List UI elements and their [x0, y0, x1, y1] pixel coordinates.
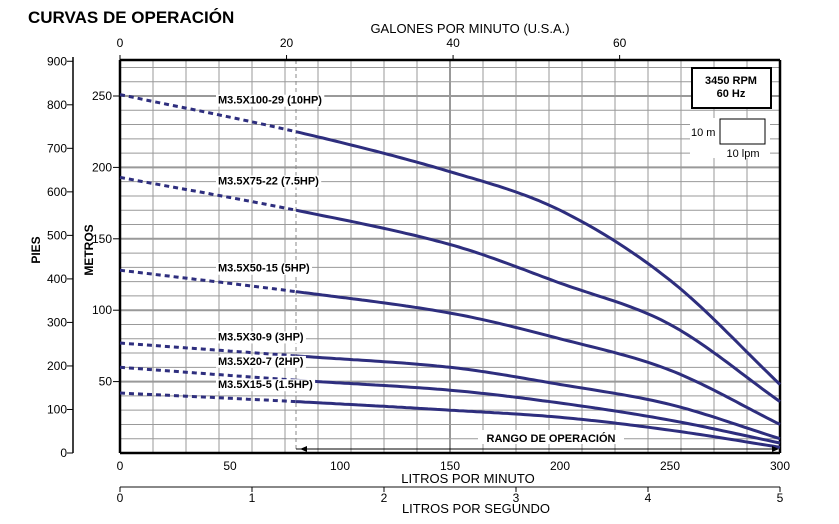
y-axis-label-pies: PIES [29, 236, 43, 263]
series-label-bg [216, 331, 306, 344]
series-line-dashed [119, 268, 297, 294]
pies-tick-label: 200 [47, 359, 67, 373]
series-label: M3.5X15-5 (1.5HP) [218, 379, 313, 391]
top-axis-label: GALONES POR MINUTO (U.S.A.) [370, 21, 569, 36]
hz-label: 60 Hz [717, 88, 746, 100]
x-tick-label: 250 [660, 459, 680, 473]
series-line-dashed [119, 93, 297, 134]
grid [119, 60, 781, 454]
pies-tick-label: 800 [47, 98, 67, 112]
series-label-bg [216, 94, 325, 107]
y-tick-label: 100 [92, 303, 112, 317]
x-tick-label: 0 [117, 459, 124, 473]
series-line-dashed [119, 341, 297, 358]
lps-tick-label: 2 [381, 491, 388, 505]
pies-tick-label: 100 [47, 402, 67, 416]
series-line-dashed [119, 391, 297, 404]
series-label-bg [216, 175, 322, 188]
x-tick-label: 200 [550, 459, 570, 473]
arrow-head-icon [300, 446, 307, 452]
pies-tick-label: 400 [47, 272, 67, 286]
x-tick-label: 50 [223, 459, 237, 473]
series-line [295, 130, 782, 386]
axes: 0 50 100 150 200 250 3005010015020025001002003… [47, 36, 790, 505]
x3-axis-label: LITROS POR SEGUNDO [402, 501, 550, 516]
pies-tick-label: 900 [47, 54, 67, 68]
gpm-tick-label: 20 [280, 36, 294, 50]
series-line [295, 378, 781, 445]
series-label: M3.5X75-22 (7.5HP) [218, 175, 319, 187]
arrow-head-icon [772, 446, 779, 452]
series-label: M3.5X50-15 (5HP) [218, 263, 310, 275]
lps-tick-label: 3 [513, 491, 520, 505]
y-axis-label-metros: METROS [82, 224, 96, 275]
series-line-dashed [119, 365, 297, 382]
series-group: M3.5X100-29 (10HP) M3.5X75-22 (7.5HP) M3.5… [119, 93, 782, 449]
lps-tick-label: 1 [249, 491, 256, 505]
pies-tick-label: 0 [60, 446, 67, 460]
y-tick-label: 250 [92, 89, 112, 103]
operating-range: RANGO DE OPERACIÓN [296, 430, 779, 452]
series-line [295, 208, 781, 403]
series-line-dashed [119, 175, 297, 212]
lps-tick-label: 5 [777, 491, 784, 505]
y-tick-label: 50 [99, 375, 113, 389]
y-tick-label: 200 [92, 160, 112, 174]
info-box: 3450 RPM 60 Hz [691, 67, 772, 109]
rpm-label: 3450 RPM [705, 75, 757, 87]
pies-tick-label: 700 [47, 141, 67, 155]
scale-box: 10 m 10 lpm [690, 118, 770, 160]
gpm-tick-label: 40 [446, 36, 460, 50]
x-tick-label: 300 [770, 459, 790, 473]
gpm-tick-label: 60 [613, 36, 627, 50]
x-axis-label: LITROS POR MINUTO [401, 471, 534, 486]
series-label-bg [216, 262, 313, 275]
series-label: M3.5X100-29 (10HP) [218, 95, 322, 107]
series-line [295, 354, 781, 441]
pies-tick-label: 600 [47, 185, 67, 199]
series-line [295, 400, 781, 449]
series-label-bg [216, 379, 316, 392]
operating-range-label: RANGO DE OPERACIÓN [487, 432, 616, 445]
series-label: M3.5X20-7 (2HP) [218, 356, 304, 368]
chart-title: CURVAS DE OPERACIÓN [28, 8, 234, 27]
series-label: M3.5X30-9 (3HP) [218, 331, 304, 343]
series-line [295, 290, 781, 426]
scale-x-label: 10 lpm [726, 148, 759, 160]
series-label-bg [216, 355, 306, 368]
scale-y-label: 10 m [691, 127, 715, 139]
y-tick-label: 150 [92, 232, 112, 246]
x-tick-label: 150 [440, 459, 460, 473]
lps-tick-label: 4 [645, 491, 652, 505]
gpm-tick-label: 0 [117, 36, 124, 50]
pies-tick-label: 500 [47, 228, 67, 242]
lps-tick-label: 0 [117, 491, 124, 505]
pies-tick-label: 300 [47, 315, 67, 329]
x-tick-label: 100 [330, 459, 350, 473]
